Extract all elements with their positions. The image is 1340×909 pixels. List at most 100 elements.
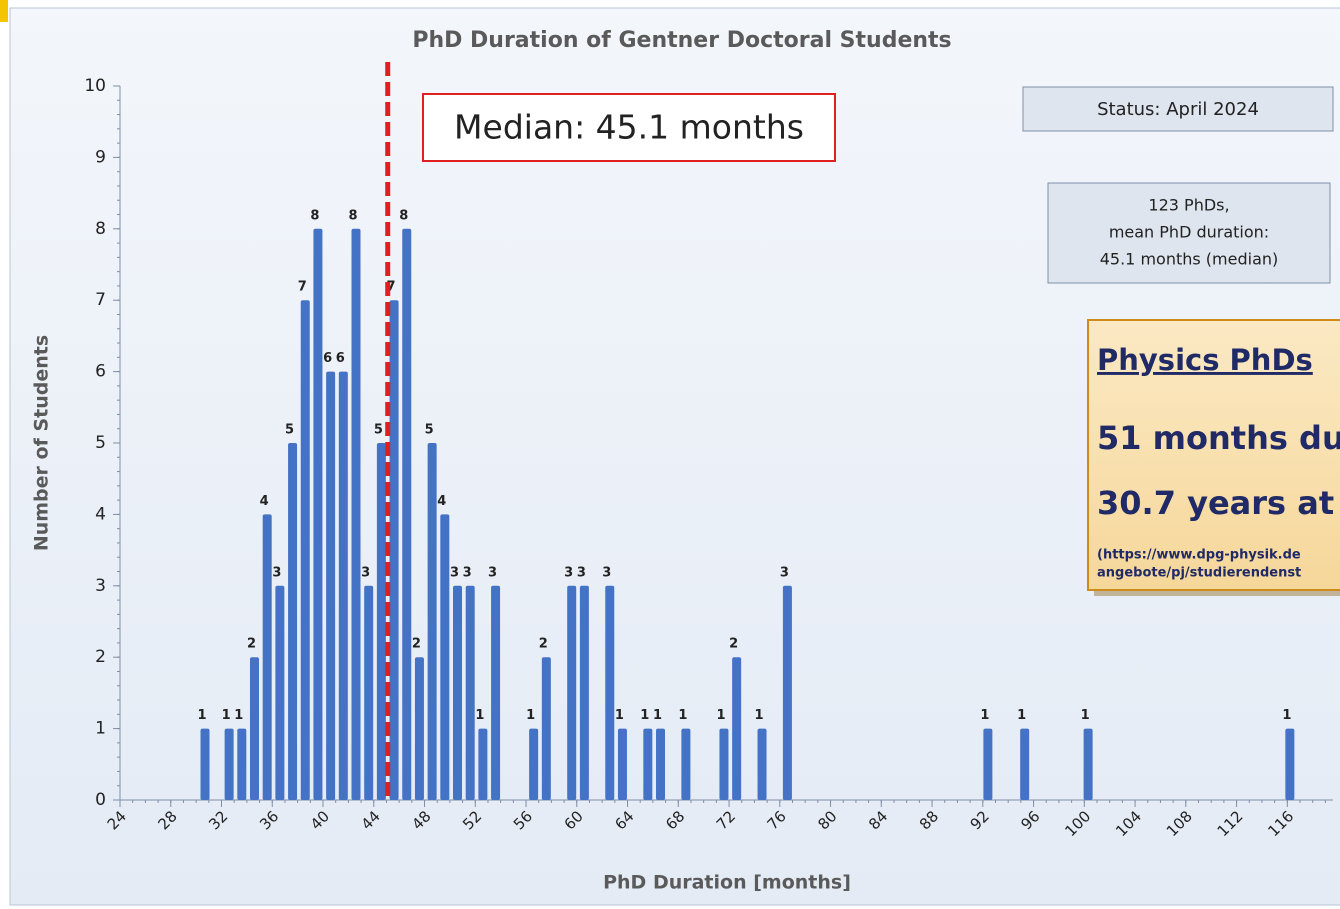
data-label: 3	[577, 565, 586, 580]
bar	[262, 514, 272, 800]
bar	[491, 585, 501, 800]
data-label: 5	[425, 423, 434, 438]
y-tick-label: 10	[84, 76, 106, 96]
bar	[1083, 728, 1093, 800]
bar	[983, 728, 993, 800]
bar	[427, 443, 437, 800]
data-label: 3	[780, 565, 789, 580]
bar	[529, 728, 539, 800]
data-label: 1	[1081, 708, 1090, 723]
data-label: 2	[247, 637, 256, 652]
x-axis-title: PhD Duration [months]	[603, 872, 851, 894]
y-tick-label: 7	[95, 290, 106, 310]
data-label: 1	[716, 708, 725, 723]
bar	[364, 585, 374, 800]
y-tick-label: 4	[95, 504, 106, 524]
bar	[567, 585, 577, 800]
bar	[237, 728, 247, 800]
bar	[782, 585, 792, 800]
data-label: 5	[374, 423, 383, 438]
data-label: 7	[387, 280, 396, 295]
bar	[249, 657, 259, 800]
bar	[414, 657, 424, 800]
physics-box	[1087, 319, 1340, 591]
data-label: 1	[526, 708, 535, 723]
data-label: 1	[640, 708, 649, 723]
data-label: 3	[463, 565, 472, 580]
summary-line: 123 PhDs,	[1148, 196, 1229, 215]
summary-line: 45.1 months (median)	[1100, 250, 1279, 269]
bar	[402, 228, 412, 801]
physics-line: 51 months du	[1097, 419, 1340, 457]
bar	[681, 728, 691, 800]
bar	[275, 585, 285, 800]
bar	[389, 300, 399, 800]
corner-accent	[0, 0, 8, 22]
data-label: 1	[653, 708, 662, 723]
physics-line: 30.7 years at l	[1097, 484, 1340, 522]
bar	[617, 728, 627, 800]
bar	[300, 300, 310, 800]
y-tick-label: 6	[95, 362, 106, 382]
data-label: 1	[1017, 708, 1026, 723]
data-label: 1	[1282, 708, 1291, 723]
data-label: 6	[323, 351, 332, 366]
data-label: 3	[602, 565, 611, 580]
data-label: 3	[488, 565, 497, 580]
bar	[643, 728, 653, 800]
y-tick-label: 5	[95, 433, 106, 453]
status-box	[1022, 86, 1334, 132]
data-label: 8	[310, 208, 319, 223]
chart-title: PhD Duration of Gentner Doctoral Student…	[412, 28, 951, 53]
bar	[478, 728, 488, 800]
bar	[579, 585, 589, 800]
bar	[326, 371, 336, 800]
status-label: Status: April 2024	[1097, 99, 1259, 120]
y-tick-label: 1	[95, 719, 106, 739]
data-label: 4	[260, 494, 269, 509]
y-tick-label: 9	[95, 147, 106, 167]
data-label: 1	[234, 708, 243, 723]
bar	[338, 371, 348, 800]
bar	[288, 443, 298, 800]
median-label: Median: 45.1 months	[454, 108, 804, 147]
bar	[656, 728, 666, 800]
summary-box	[1047, 182, 1331, 284]
bar	[224, 728, 234, 800]
data-label: 2	[729, 637, 738, 652]
data-label: 3	[361, 565, 370, 580]
data-label: 1	[980, 708, 989, 723]
data-label: 1	[475, 708, 484, 723]
data-label: 1	[755, 708, 764, 723]
data-label: 4	[437, 494, 446, 509]
data-label: 8	[399, 208, 408, 223]
data-label: 3	[272, 565, 281, 580]
data-label: 2	[412, 637, 421, 652]
data-label: 1	[222, 708, 231, 723]
bar	[440, 514, 450, 800]
y-axis-title: Number of Students	[31, 335, 53, 551]
median-box	[422, 93, 836, 162]
data-label: 3	[450, 565, 459, 580]
data-label: 3	[564, 565, 573, 580]
data-label: 6	[336, 351, 345, 366]
bar	[1020, 728, 1030, 800]
bar	[453, 585, 463, 800]
data-label: 7	[298, 280, 307, 295]
bar	[732, 657, 742, 800]
bar	[376, 443, 386, 800]
y-tick-label: 3	[95, 576, 106, 596]
bar	[465, 585, 475, 800]
physics-source: (https://www.dpg-physik.de	[1097, 548, 1301, 563]
bar	[757, 728, 767, 800]
summary-line: mean PhD duration:	[1109, 223, 1269, 242]
data-label: 1	[615, 708, 624, 723]
bar	[605, 585, 615, 800]
bar	[351, 228, 361, 801]
data-label: 2	[539, 637, 548, 652]
bar	[541, 657, 551, 800]
bar	[1285, 728, 1295, 800]
y-tick-label: 8	[95, 219, 106, 239]
data-label: 1	[197, 708, 206, 723]
